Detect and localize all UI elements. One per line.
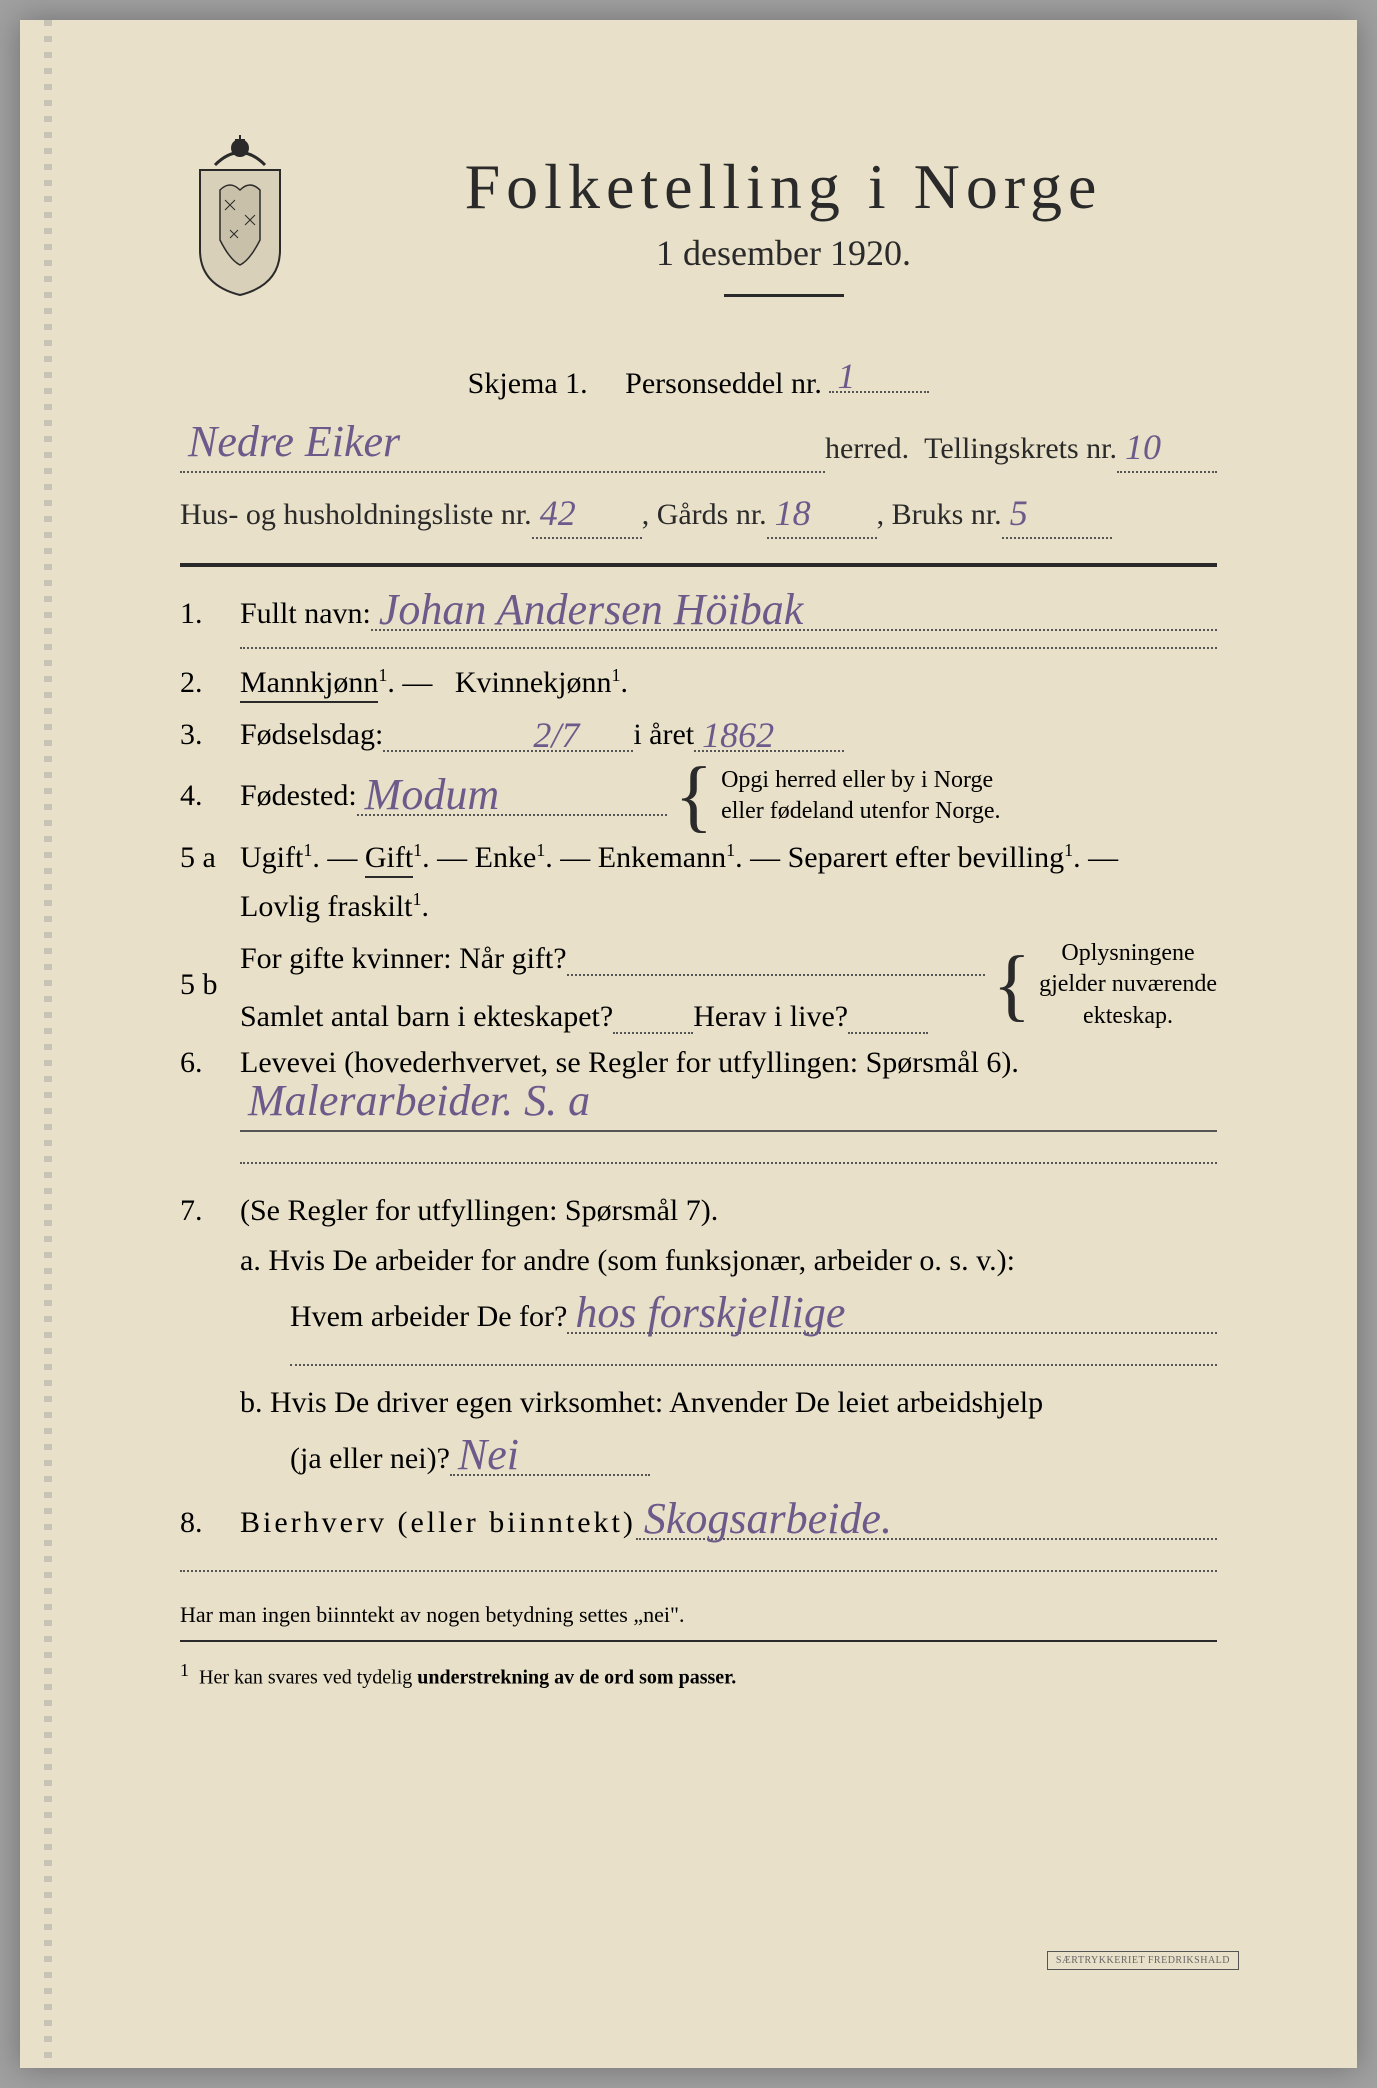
q1-value: Johan Andersen Höibak	[379, 584, 803, 635]
norway-coat-of-arms-icon	[180, 120, 300, 300]
q5a-separert: Separert efter bevilling	[788, 841, 1065, 874]
q7b-value: Nei	[458, 1429, 519, 1480]
q7a-underline	[290, 1364, 1217, 1366]
brace-icon-2: {	[993, 953, 1031, 1017]
q3-day: 2/7	[533, 714, 579, 756]
q4-note: Opgi herred eller by i Norge eller fødel…	[721, 765, 1000, 827]
schema-line: Skjema 1. Personseddel nr. 1	[180, 357, 1217, 401]
divider-1	[180, 563, 1217, 567]
skjema-label: Skjema 1.	[468, 367, 588, 400]
q5b-num: 5 b	[180, 968, 240, 1002]
q7a-label1: a. Hvis De arbeider for andre (som funks…	[240, 1244, 1015, 1277]
tellingskrets-label: Tellingskrets nr.	[924, 425, 1117, 473]
q7b-line1: b. Hvis De driver egen virksomhet: Anven…	[180, 1386, 1217, 1420]
brace-icon: {	[675, 764, 713, 828]
q7: 7. (Se Regler for utfyllingen: Spørsmål …	[180, 1194, 1217, 1228]
q2-num: 2.	[180, 666, 240, 700]
q7b-line2: (ja eller nei)? Nei	[180, 1436, 1217, 1476]
q8-label: Bierhverv (eller biinntekt)	[240, 1506, 636, 1540]
q1: 1. Fullt navn: Johan Andersen Höibak	[180, 591, 1217, 631]
q3: 3. Fødselsdag: 2/7 i året 1862	[180, 712, 1217, 752]
footnote: 1 Her kan svares ved tydelig understrekn…	[180, 1660, 1217, 1690]
q5a-enkemann: Enkemann	[598, 841, 726, 874]
q5b-note: Oplysningene gjelder nuværende ekteskap.	[1039, 938, 1217, 1032]
q3-num: 3.	[180, 718, 240, 752]
q5b-label2: Samlet antal barn i ekteskapet?	[240, 1000, 613, 1034]
footer-divider	[180, 1640, 1217, 1642]
q5b-label3: Herav i live?	[693, 1000, 848, 1034]
main-title: Folketelling i Norge	[350, 150, 1217, 224]
q2-female: Kvinnekjønn	[455, 666, 612, 699]
census-date: 1 desember 1920.	[350, 232, 1217, 274]
husliste-row: Hus- og husholdningsliste nr. 42 , Gårds…	[180, 491, 1217, 539]
q6-value-row: Malerarbeider. S. a	[240, 1092, 1217, 1132]
q5a-num: 5 a	[180, 841, 240, 875]
q8-underline	[180, 1570, 1217, 1572]
person-label: Personseddel nr.	[625, 367, 822, 400]
q4-label: Fødested:	[240, 779, 357, 813]
header: Folketelling i Norge 1 desember 1920.	[180, 150, 1217, 327]
gards-nr: 18	[775, 485, 811, 543]
footer-note: Har man ingen biinntekt av nogen betydni…	[180, 1602, 1217, 1628]
q7-label: (Se Regler for utfyllingen: Spørsmål 7).	[240, 1194, 718, 1227]
q1-num: 1.	[180, 597, 240, 631]
q6-num: 6.	[180, 1046, 240, 1080]
q3-label: Fødselsdag:	[240, 718, 383, 752]
q7a-label2: Hvem arbeider De for?	[290, 1300, 567, 1334]
herred-label: herred.	[825, 425, 909, 473]
q5a: 5 a Ugift1. — Gift1. — Enke1. — Enkemann…	[180, 840, 1217, 924]
person-nr-value: 1	[837, 355, 855, 397]
q7a-line1: a. Hvis De arbeider for andre (som funks…	[180, 1244, 1217, 1278]
q6-underline	[240, 1162, 1217, 1164]
herred-name: Nedre Eiker	[188, 407, 400, 477]
q5b-label1: For gifte kvinner: Når gift?	[240, 942, 567, 976]
tellingskrets-nr: 10	[1125, 419, 1161, 477]
q7a-value: hos forskjellige	[575, 1287, 845, 1338]
q3-year: 1862	[702, 714, 774, 756]
herred-row: Nedre Eiker herred. Tellingskrets nr. 10	[180, 425, 1217, 473]
husliste-label: Hus- og husholdningsliste nr.	[180, 491, 532, 539]
q6-value: Malerarbeider. S. a	[248, 1066, 590, 1136]
q5a-lovlig: Lovlig fraskilt	[240, 890, 412, 923]
footnote-num: 1	[180, 1660, 189, 1680]
q5a-gift: Gift	[365, 841, 413, 878]
q8-num: 8.	[180, 1506, 240, 1540]
q8-value: Skogsarbeide.	[644, 1493, 892, 1544]
q7b-label2: (ja eller nei)?	[290, 1442, 450, 1476]
gards-label: , Gårds nr.	[642, 491, 767, 539]
census-form-page: Folketelling i Norge 1 desember 1920. Sk…	[20, 20, 1357, 2068]
footnote-prefix: Her kan svares ved tydelig	[199, 1667, 417, 1689]
printer-mark: SÆRTRYKKERIET FREDRIKSHALD	[1047, 1951, 1239, 1970]
bruks-nr: 5	[1010, 485, 1028, 543]
q5a-enke: Enke	[475, 841, 537, 874]
title-divider	[724, 294, 844, 297]
q1-label: Fullt navn:	[240, 597, 371, 631]
bruks-label: , Bruks nr.	[877, 491, 1002, 539]
husliste-nr: 42	[540, 485, 576, 543]
q7-num: 7.	[180, 1194, 240, 1228]
title-block: Folketelling i Norge 1 desember 1920.	[350, 150, 1217, 327]
q8: 8. Bierhverv (eller biinntekt) Skogsarbe…	[180, 1500, 1217, 1540]
q5b: 5 b For gifte kvinner: Når gift? Samlet …	[180, 936, 1217, 1034]
q2-male: Mannkjønn	[240, 666, 378, 703]
footnote-bold: understrekning av de ord som passer.	[417, 1667, 736, 1689]
q5a-ugift: Ugift	[240, 841, 303, 874]
q7a-line2: Hvem arbeider De for? hos forskjellige	[180, 1294, 1217, 1334]
q1-underline	[240, 647, 1217, 649]
q2: 2. Mannkjønn1. — Kvinnekjønn1.	[180, 665, 1217, 700]
q4-value: Modum	[365, 769, 499, 820]
q3-mid: i året	[633, 718, 694, 752]
q7b-label1: b. Hvis De driver egen virksomhet: Anven…	[240, 1386, 1043, 1419]
q4-num: 4.	[180, 779, 240, 813]
q4: 4. Fødested: Modum { Opgi herred eller b…	[180, 764, 1217, 828]
